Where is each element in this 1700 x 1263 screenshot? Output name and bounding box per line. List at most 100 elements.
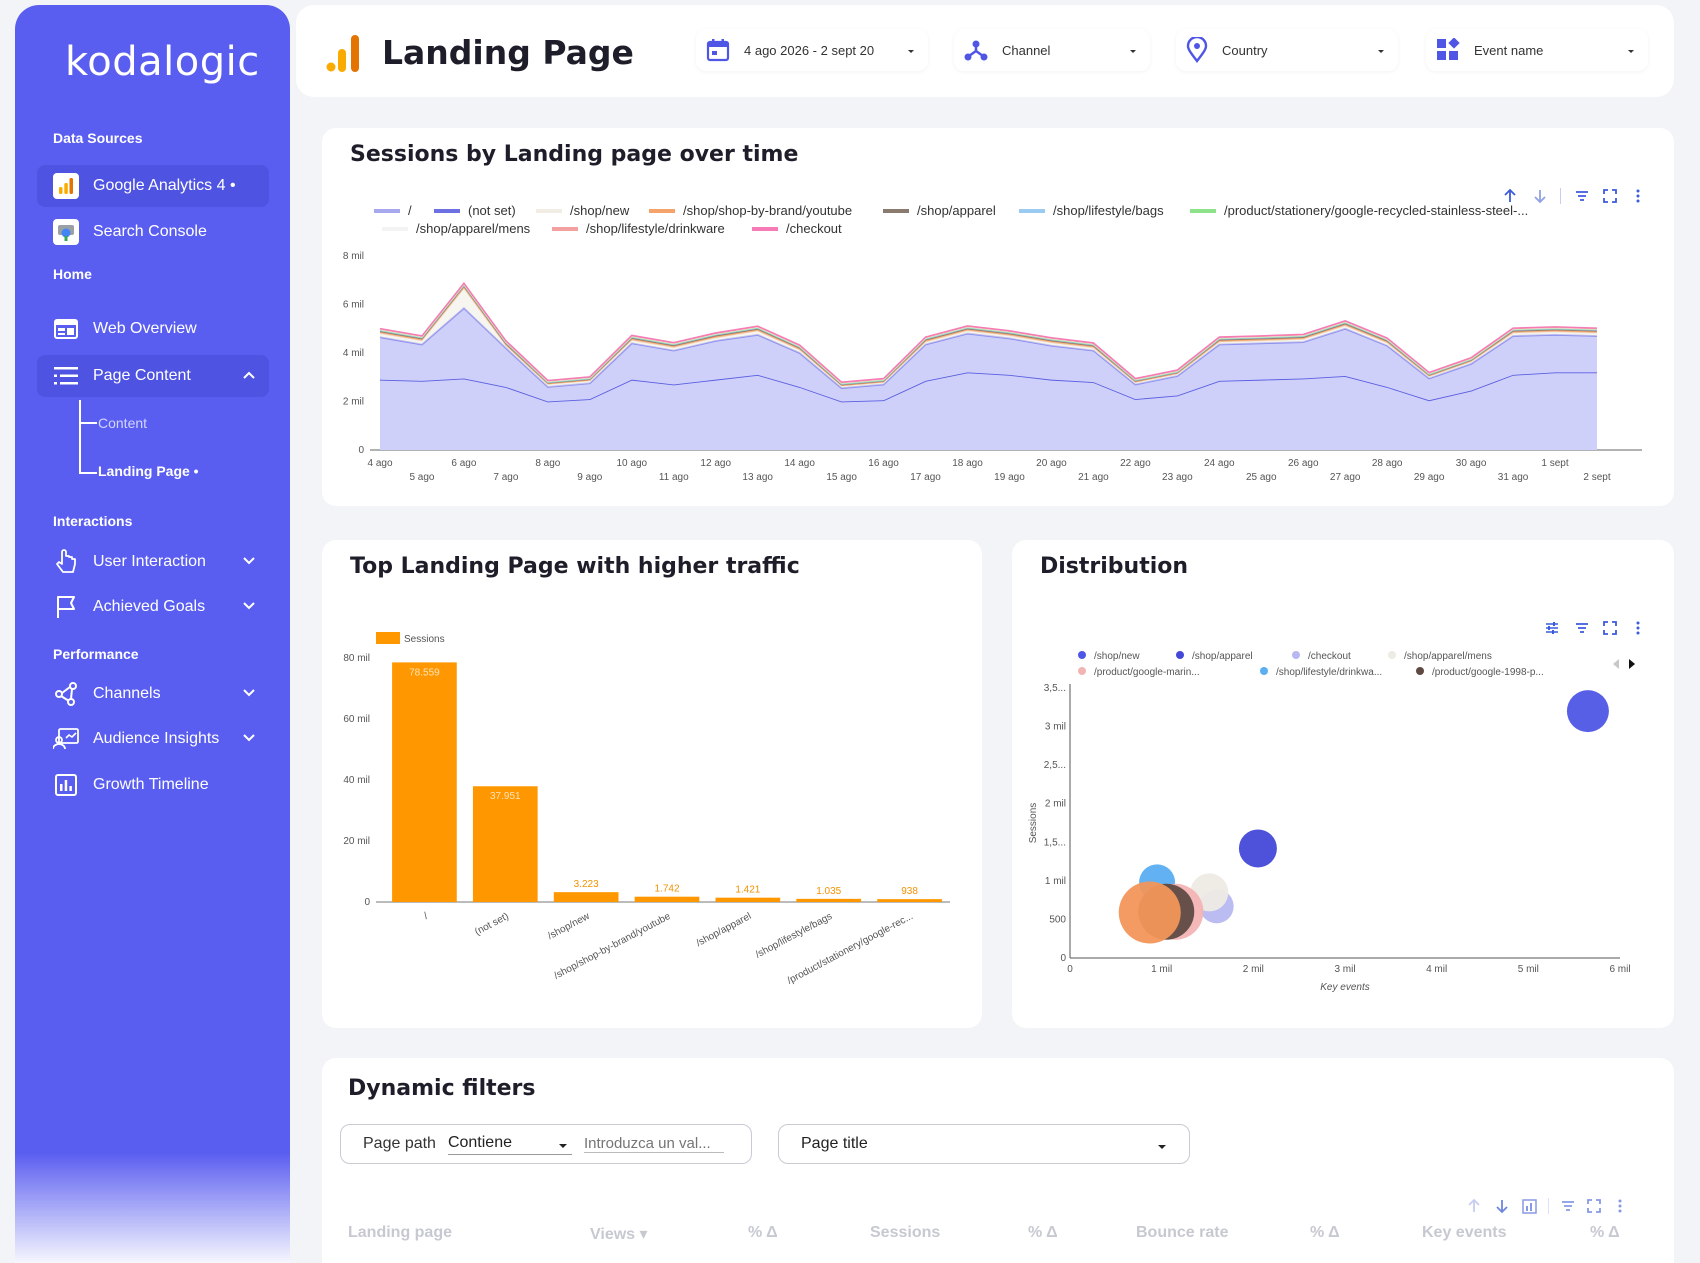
legend-dot	[1176, 651, 1184, 659]
y-tick-label: 3 mil	[1045, 722, 1066, 733]
legend-swatch	[536, 208, 562, 213]
sidebar-item-google-analytics[interactable]: Google Analytics 4 •	[37, 165, 269, 207]
x-tick-label: 0	[1067, 964, 1073, 975]
sort-descending-icon[interactable]	[1532, 188, 1548, 204]
y-tick-label: 3,5...	[1044, 683, 1066, 694]
sidebar-item-audience-insights[interactable]: Audience Insights	[37, 718, 269, 760]
sidebar-item-label: Search Console	[93, 223, 207, 240]
page-title-filter[interactable]: Page title	[778, 1124, 1190, 1164]
operator-select[interactable]: Contiene	[447, 1133, 572, 1155]
sort-ascending-icon[interactable]	[1502, 188, 1518, 204]
chevron-down-icon[interactable]	[241, 730, 257, 751]
sidebar-item-growth-timeline[interactable]: Growth Timeline	[37, 764, 269, 806]
column-bounce-rate[interactable]: Bounce rate	[1136, 1224, 1229, 1241]
sidebar-item-label: Achieved Goals	[93, 598, 206, 615]
legend-prev-icon[interactable]	[1610, 658, 1622, 670]
fullscreen-icon[interactable]	[1586, 1198, 1602, 1214]
y-tick-label: 60 mil	[343, 714, 370, 725]
sidebar-item-label: Growth Timeline	[93, 776, 209, 793]
legend-dot	[1078, 667, 1086, 675]
legend-swatch	[1019, 208, 1045, 213]
legend-label: /product/google-1998-p...	[1432, 667, 1544, 678]
legend-label: /shop/lifestyle/bags	[1053, 203, 1164, 218]
legend-item[interactable]: /shop/apparel	[883, 203, 996, 218]
chevron-down-icon[interactable]	[241, 685, 257, 706]
data-sources-heading: Data Sources	[53, 130, 143, 146]
operator-value: Contiene	[447, 1133, 512, 1151]
chevron-down-icon[interactable]	[241, 598, 257, 619]
x-tick-label: /product/stationery/google-rec...	[786, 911, 915, 987]
sidebar-item-label: User Interaction	[93, 553, 206, 570]
date-range-filter[interactable]: 4 ago 2026 - 2 sept 20	[696, 29, 928, 71]
column-views-delta[interactable]: % Δ	[748, 1224, 778, 1241]
bar-value-label: 78.559	[409, 667, 440, 678]
legend-item[interactable]: /shop/lifestyle/bags	[1019, 203, 1164, 218]
x-tick-label: 27 ago	[1330, 472, 1361, 483]
legend-swatch	[883, 208, 909, 213]
bar-value-label: 1.035	[816, 886, 841, 897]
sidebar-item-user-interaction[interactable]: User Interaction	[37, 541, 269, 583]
column-key-events-delta[interactable]: % Δ	[1590, 1224, 1620, 1241]
x-tick-label: 28 ago	[1372, 458, 1403, 469]
bar-value-label: 1.421	[735, 885, 760, 896]
x-tick-label: 13 ago	[742, 472, 773, 483]
x-tick-label: (not set)	[473, 911, 511, 938]
legend-dot	[1388, 651, 1396, 659]
sidebar-item-achieved-goals[interactable]: Achieved Goals	[37, 586, 269, 628]
sort-ascending-icon[interactable]	[1466, 1198, 1482, 1214]
fullscreen-icon[interactable]	[1602, 188, 1618, 204]
legend-item[interactable]: /shop/shop-by-brand/youtube	[649, 203, 852, 218]
date-range-label: 4 ago 2026 - 2 sept 20	[744, 42, 875, 58]
filter-icon[interactable]	[1574, 620, 1590, 636]
more-options-icon[interactable]	[1630, 620, 1646, 636]
sort-descending-icon[interactable]	[1494, 1198, 1510, 1214]
kodalogic-logo[interactable]: kodalogic	[65, 39, 260, 85]
column-views[interactable]: Views ▾	[590, 1226, 648, 1243]
caret-down-icon	[1376, 44, 1386, 59]
chevron-down-icon[interactable]	[241, 553, 257, 574]
bar-value-label: 3.223	[574, 879, 599, 890]
column-sessions[interactable]: Sessions	[870, 1224, 941, 1241]
sidebar-subitem-content[interactable]: Content	[98, 415, 148, 431]
sidebar-item-page-content[interactable]: Page Content	[37, 355, 269, 397]
more-options-icon[interactable]	[1630, 188, 1646, 204]
filter-icon[interactable]	[1560, 1198, 1576, 1214]
legend-item[interactable]: /shop/lifestyle/drinkware	[552, 221, 725, 236]
legend-next-icon[interactable]	[1626, 658, 1638, 670]
legend-item[interactable]: /shop/new	[536, 203, 629, 218]
column-bounce-rate-delta[interactable]: % Δ	[1310, 1224, 1340, 1241]
top-landing-page-card: Top Landing Page with higher traffic Ses…	[322, 540, 982, 1028]
column-sessions-delta[interactable]: % Δ	[1028, 1224, 1058, 1241]
sidebar-item-label: Audience Insights	[93, 730, 220, 747]
legend-item[interactable]: /product/stationery/google-recycled-stai…	[1190, 203, 1528, 218]
filter-icon[interactable]	[1574, 188, 1590, 204]
sidebar: kodalogic Data Sources Google Analytics …	[15, 5, 290, 1263]
sidebar-subitem-landing-page[interactable]: Landing Page •	[98, 463, 199, 479]
fullscreen-icon[interactable]	[1602, 620, 1618, 636]
legend-item[interactable]: /checkout	[752, 221, 842, 236]
channel-filter[interactable]: Channel	[954, 29, 1150, 71]
x-tick-label: 1 sept	[1541, 458, 1568, 469]
more-options-icon[interactable]	[1612, 1198, 1628, 1214]
chart-settings-icon[interactable]	[1522, 1198, 1538, 1214]
x-tick-label: 10 ago	[616, 458, 647, 469]
sidebar-item-search-console[interactable]: Search Console	[37, 211, 269, 253]
legend-swatch	[552, 226, 578, 231]
widgets-icon	[1436, 38, 1460, 62]
column-landing-page[interactable]: Landing page	[348, 1224, 452, 1241]
bar-chart-icon	[53, 772, 79, 798]
legend-item[interactable]: (not set)	[434, 203, 516, 218]
legend-dot	[1292, 651, 1300, 659]
country-filter[interactable]: Country	[1176, 29, 1398, 71]
page-path-value-input[interactable]	[583, 1135, 724, 1153]
legend-item[interactable]: /	[374, 203, 412, 218]
page-path-filter[interactable]: Page path Contiene	[340, 1124, 752, 1164]
legend-item[interactable]: /shop/apparel/mens	[382, 221, 530, 236]
sidebar-item-web-overview[interactable]: Web Overview	[37, 308, 269, 350]
column-key-events[interactable]: Key events	[1422, 1224, 1507, 1241]
tune-icon[interactable]	[1544, 620, 1560, 636]
event-name-filter[interactable]: Event name	[1426, 29, 1648, 71]
bar	[472, 786, 538, 902]
sidebar-item-channels[interactable]: Channels	[37, 673, 269, 715]
chevron-up-icon[interactable]	[241, 367, 257, 388]
